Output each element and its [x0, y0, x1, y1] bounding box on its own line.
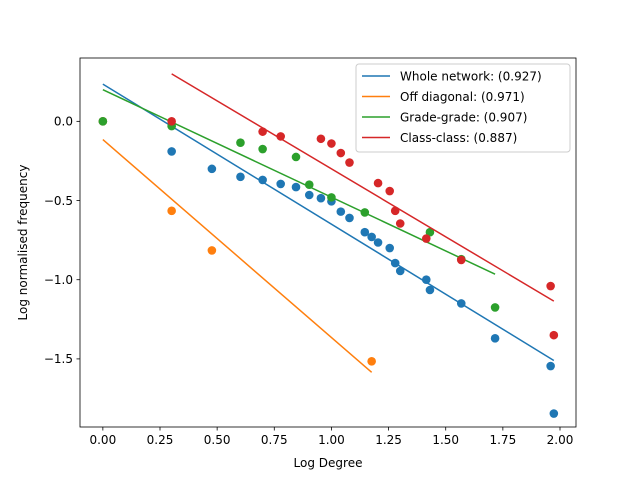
data-point [425, 285, 435, 295]
data-point [304, 180, 314, 189]
data-point [207, 164, 217, 174]
x-axis: 0.00 0.25 0.50 0.75 1.00 1.25 1.50 1.75 2.00 [89, 427, 573, 447]
data-point [546, 281, 555, 291]
data-point [385, 243, 395, 253]
y-tick-label: −1.0 [44, 273, 73, 287]
data-point [345, 158, 354, 167]
data-point [276, 179, 285, 189]
legend-box [355, 63, 571, 153]
data-point [425, 227, 435, 237]
data-point [360, 227, 370, 237]
data-point [236, 172, 245, 182]
plot-area [98, 73, 559, 418]
data-point [316, 134, 326, 144]
data-point [258, 175, 267, 185]
x-tick-label: 0.25 [147, 433, 174, 447]
y-axis: 0.0 −0.5 −1.0 −1.5 [44, 115, 80, 366]
legend-entry: Whole network: (0.927) [400, 69, 542, 83]
data-point [549, 409, 559, 418]
data-point [421, 234, 431, 243]
data-point [207, 246, 217, 255]
y-tick-label: −0.5 [44, 194, 73, 208]
data-point [373, 238, 383, 247]
fit-line [102, 83, 555, 362]
data-point [367, 356, 376, 366]
x-tick-label: 2.00 [547, 433, 574, 447]
x-tick-label: 1.25 [375, 433, 402, 447]
x-tick-label: 1.75 [489, 433, 516, 447]
data-point [395, 219, 405, 228]
x-tick-label: 1.00 [318, 433, 345, 447]
data-point [316, 193, 326, 203]
data-point [345, 213, 354, 223]
data-point [167, 147, 176, 156]
x-tick-label: 0.75 [261, 433, 288, 447]
data-point [456, 255, 466, 265]
data-point [304, 190, 314, 200]
data-point [385, 186, 395, 196]
legend: Whole network: (0.927) Off diagonal: (0.9… [355, 63, 571, 153]
data-point [336, 207, 346, 216]
x-tick-label: 0.50 [204, 433, 231, 447]
data-point [167, 206, 176, 216]
data-point [291, 182, 301, 192]
data-point [98, 117, 108, 126]
y-tick-label: −1.5 [44, 352, 73, 366]
data-point [549, 330, 559, 340]
axes-frame [79, 57, 577, 428]
y-tick-label: 0.0 [54, 115, 73, 129]
data-point [236, 138, 245, 148]
x-tick-label: 1.50 [432, 433, 459, 447]
data-point [373, 178, 383, 188]
data-point [258, 144, 267, 154]
x-tick-label: 0.00 [89, 433, 116, 447]
data-point [167, 117, 176, 126]
data-point [546, 361, 555, 371]
data-point [367, 232, 376, 242]
fit-line [102, 138, 373, 373]
data-point [276, 132, 285, 141]
data-point [395, 266, 405, 276]
legend-entry: Class-class: (0.887) [400, 131, 517, 145]
data-point [490, 303, 500, 312]
data-point [490, 334, 500, 343]
y-axis-label: Log normalised frequency [16, 165, 30, 321]
x-axis-label: Log Degree [294, 456, 363, 470]
series-0 [98, 83, 559, 418]
data-point [291, 152, 301, 162]
fit-line [171, 73, 555, 302]
data-point [327, 139, 336, 148]
data-point [336, 148, 346, 158]
series-1 [98, 117, 376, 373]
legend-entry: Off diagonal: (0.971) [400, 90, 525, 104]
legend-entry: Grade-grade: (0.907) [400, 110, 527, 124]
series-3 [167, 73, 559, 340]
